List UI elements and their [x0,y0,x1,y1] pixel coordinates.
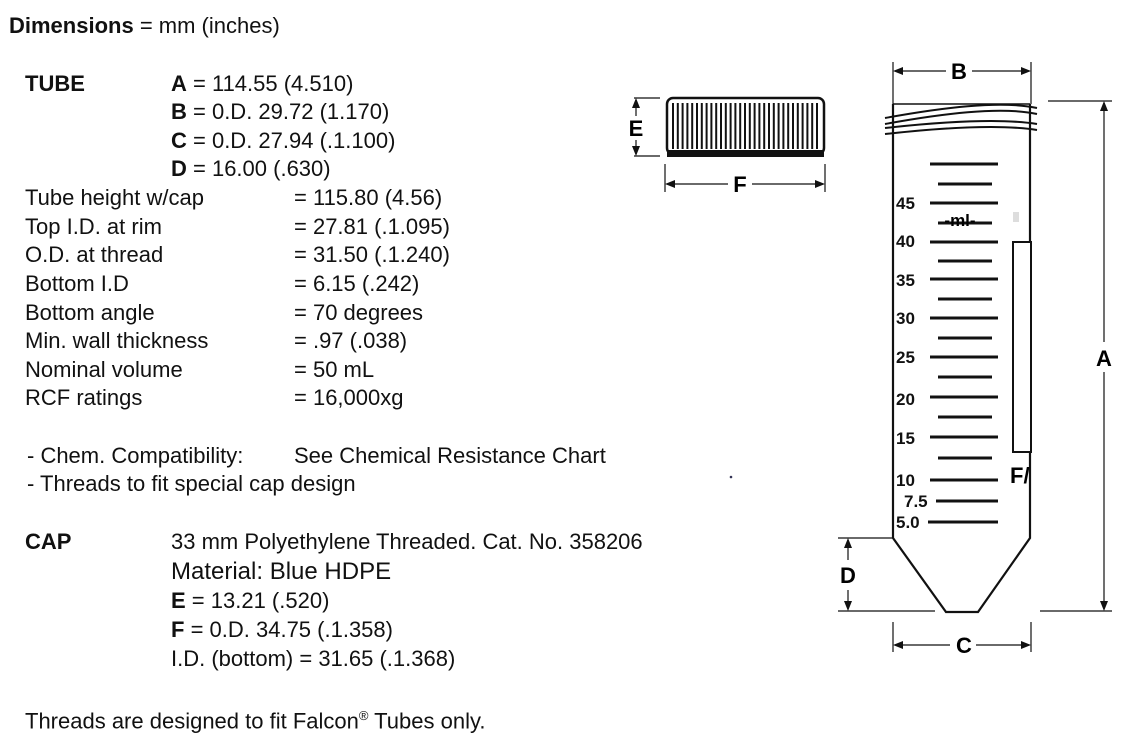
tube-dim-c: C = 0.D. 27.94 (.1.100) [171,128,395,154]
dim-letter: C [171,128,187,153]
cap-id-bottom: I.D. (bottom) = 31.65 (.1.368) [171,646,456,671]
note-link: See Chemical Resistance Chart [294,443,606,468]
side-mark: F/ [1010,463,1030,488]
tube-label-b: B [951,59,967,84]
spec-label: Min. wall thickness [25,328,209,353]
spec-value: = 27.81 (.1.095) [294,214,450,239]
tube-dim-b: B = 0.D. 29.72 (1.170) [171,99,389,125]
spec-value: = 31.50 (.1.240) [294,242,450,267]
dim-value: = 0.D. 29.72 (1.170) [186,99,390,124]
spec-value: = 16,000xg [294,385,404,410]
cap-label-f: F [733,172,746,197]
graduation-label: 20 [896,390,915,409]
tube-label-a: A [1096,346,1112,371]
spec-value: = 6.15 (.242) [294,271,420,296]
cap-heading: CAP [25,529,72,554]
cap-label-e: E [629,116,644,141]
cap-drawing: E F [629,96,826,197]
footer-tail: Tubes only. [368,708,486,734]
note-label: - Threads to fit special cap design [27,471,356,496]
registered-mark: ® [358,708,369,723]
title-bold: Dimensions [9,13,134,38]
graduation-label: 7.5 [904,492,928,511]
dim-letter: E [171,588,186,613]
dim-letter: F [171,617,185,642]
tube-label-c: C [956,633,972,658]
dim-letter: D [171,156,187,181]
spec-label: Tube height w/cap [25,185,204,210]
spec-label: Bottom angle [25,300,155,325]
spec-value: = 50 mL [294,357,375,382]
tube-drawing: B 45 40 35 30 25 20 15 10 7.5 5.0 -ml- F/ A D [838,59,1112,658]
spec-label: O.D. at thread [25,242,164,267]
graduation-label: 40 [896,232,915,251]
dim-letter: B [171,99,187,124]
dim-value: = 114.55 (4.510) [186,71,354,96]
spec-value: = 115.80 (4.56) [294,185,443,210]
spec-label: Top I.D. at rim [25,214,162,239]
footer-note: Threads are designed to fit Falcon® Tube… [25,703,485,734]
cap-material: Material: Blue HDPE [171,558,392,585]
graduation-label: 15 [896,429,915,448]
tube-label-d: D [840,563,856,588]
footer-text: Threads are designed to fit Falcon [25,708,359,734]
title-rest: = mm (inches) [133,13,280,38]
note-label: - Chem. Compatibility: [27,443,244,468]
graduation-label: 30 [896,309,915,328]
unit-label: -ml- [944,211,975,230]
spec-label: Bottom I.D [25,271,129,296]
graduation-label: 45 [896,194,915,213]
cap-description: 33 mm Polyethylene Threaded. Cat. No. 35… [171,529,643,554]
dim-value: = 0.D. 34.75 (.1.358) [184,617,393,642]
spec-value: = .97 (.038) [294,328,408,353]
page-title: Dimensions = mm (inches) [9,13,280,39]
spec-label: Nominal volume [25,357,183,382]
dim-letter: A [171,71,187,96]
spec-value: = 70 degrees [294,300,424,325]
dim-value: = 0.D. 27.94 (.1.100) [186,128,396,153]
cap-dim-e: E = 13.21 (.520) [171,588,329,614]
graduation-label: 10 [896,471,915,490]
dim-value: = 13.21 (.520) [185,588,330,613]
tube-dim-d: D = 16.00 (.630) [171,156,331,182]
graduation-label: 5.0 [896,513,920,532]
tube-dim-a: A = 114.55 (4.510) [171,71,353,97]
spec-label: RCF ratings [25,385,143,410]
tube-heading: TUBE [25,71,85,96]
dim-value: = 16.00 (.630) [186,156,331,181]
graduation-label: 35 [896,271,915,290]
cap-dim-f: F = 0.D. 34.75 (.1.358) [171,617,393,643]
graduation-label: 25 [896,348,915,367]
